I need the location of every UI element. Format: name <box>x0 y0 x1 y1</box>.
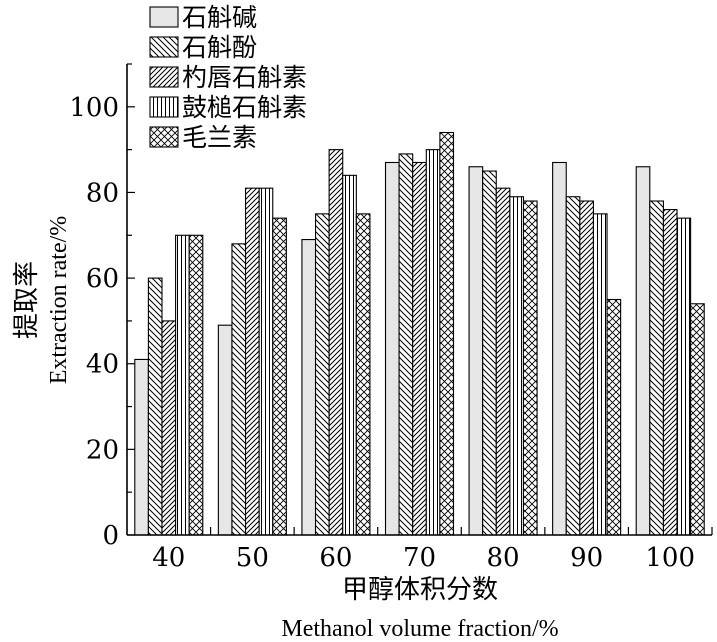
bar-50-series-2 <box>231 243 247 536</box>
bar-50-series-4 <box>258 187 274 536</box>
legend-swatch <box>149 36 179 58</box>
bar-70-series-4 <box>425 149 441 536</box>
bar-40-series-1 <box>134 358 149 536</box>
x-tick-label: 90 <box>570 543 603 573</box>
legend-item-3: 杓唇石斛素 <box>149 63 307 92</box>
x-axis-label: 甲醇体积分数 <box>342 575 498 605</box>
y-tick-label: 0 <box>102 521 119 551</box>
x-axis-label-en: Methanol volume fraction/% <box>281 616 558 642</box>
bar-100-series-2 <box>649 200 664 536</box>
bar-80-series-4 <box>509 196 525 536</box>
legend-swatch <box>149 6 179 28</box>
x-tick-label: 80 <box>487 543 520 573</box>
legend-swatch <box>149 96 179 118</box>
bar-90-series-3 <box>579 200 594 536</box>
bar-100-series-1 <box>635 166 651 536</box>
ticks-layer: 0 20 40 60 80 100 40 50 60 70 80 90 100 <box>69 63 713 573</box>
y-tick-label: 80 <box>86 178 119 208</box>
bar-70-series-5 <box>439 131 455 536</box>
bar-90-series-5 <box>606 298 622 536</box>
bar-90-series-1 <box>552 161 567 536</box>
bar-40-series-5 <box>188 234 204 536</box>
bar-80-series-5 <box>522 200 538 536</box>
x-tick-label: 60 <box>319 543 352 573</box>
bar-60-series-5 <box>355 213 371 536</box>
x-tick-label: 40 <box>152 543 185 573</box>
axes-layer <box>126 64 712 536</box>
bars-layer <box>134 131 705 536</box>
bar-100-series-3 <box>662 209 678 536</box>
legend-label: 杓唇石斛素 <box>182 63 307 92</box>
bar-100-series-4 <box>676 217 692 536</box>
y-tick-label: 40 <box>86 350 119 380</box>
bar-60-series-1 <box>301 239 317 536</box>
bar-70-series-1 <box>384 161 400 536</box>
x-tick-label: 100 <box>645 543 695 573</box>
legend-label: 石斛酚 <box>182 33 257 62</box>
x-tick-label: 70 <box>403 543 436 573</box>
bar-50-series-3 <box>245 187 260 536</box>
bar-50-series-5 <box>272 217 287 536</box>
bar-80-series-2 <box>482 170 497 536</box>
bar-80-series-1 <box>468 166 484 536</box>
legend-item-5: 毛兰素 <box>149 123 257 152</box>
legend-swatch <box>149 126 179 148</box>
bar-90-series-4 <box>592 213 608 536</box>
bar-60-series-3 <box>328 149 344 536</box>
bar-50-series-1 <box>217 324 233 536</box>
bar-70-series-2 <box>398 153 414 536</box>
y-tick-label: 60 <box>86 264 119 294</box>
bar-40-series-3 <box>161 320 177 536</box>
bar-40-series-4 <box>175 234 190 536</box>
legend-label: 毛兰素 <box>182 123 257 152</box>
y-tick-label: 20 <box>86 435 119 465</box>
legend-item-4: 鼓槌石斛素 <box>149 93 307 122</box>
bar-40-series-2 <box>147 277 163 536</box>
legend-label: 鼓槌石斛素 <box>182 93 307 122</box>
bar-60-series-2 <box>314 213 330 536</box>
bar-100-series-5 <box>690 303 705 536</box>
legend-item-1: 石斛碱 <box>149 3 257 32</box>
bar-90-series-2 <box>565 196 581 536</box>
bar-60-series-4 <box>342 174 357 536</box>
y-axis-label-en: Extraction rate/% <box>46 216 72 385</box>
legend-item-2: 石斛酚 <box>149 33 257 62</box>
legend-swatch <box>149 66 179 88</box>
y-tick-label: 100 <box>69 93 119 123</box>
bar-70-series-3 <box>412 161 427 536</box>
y-axis-label: 提取率 <box>12 261 42 339</box>
legend-label: 石斛碱 <box>182 3 257 32</box>
bar-80-series-3 <box>495 187 511 536</box>
x-tick-label: 50 <box>236 543 269 573</box>
